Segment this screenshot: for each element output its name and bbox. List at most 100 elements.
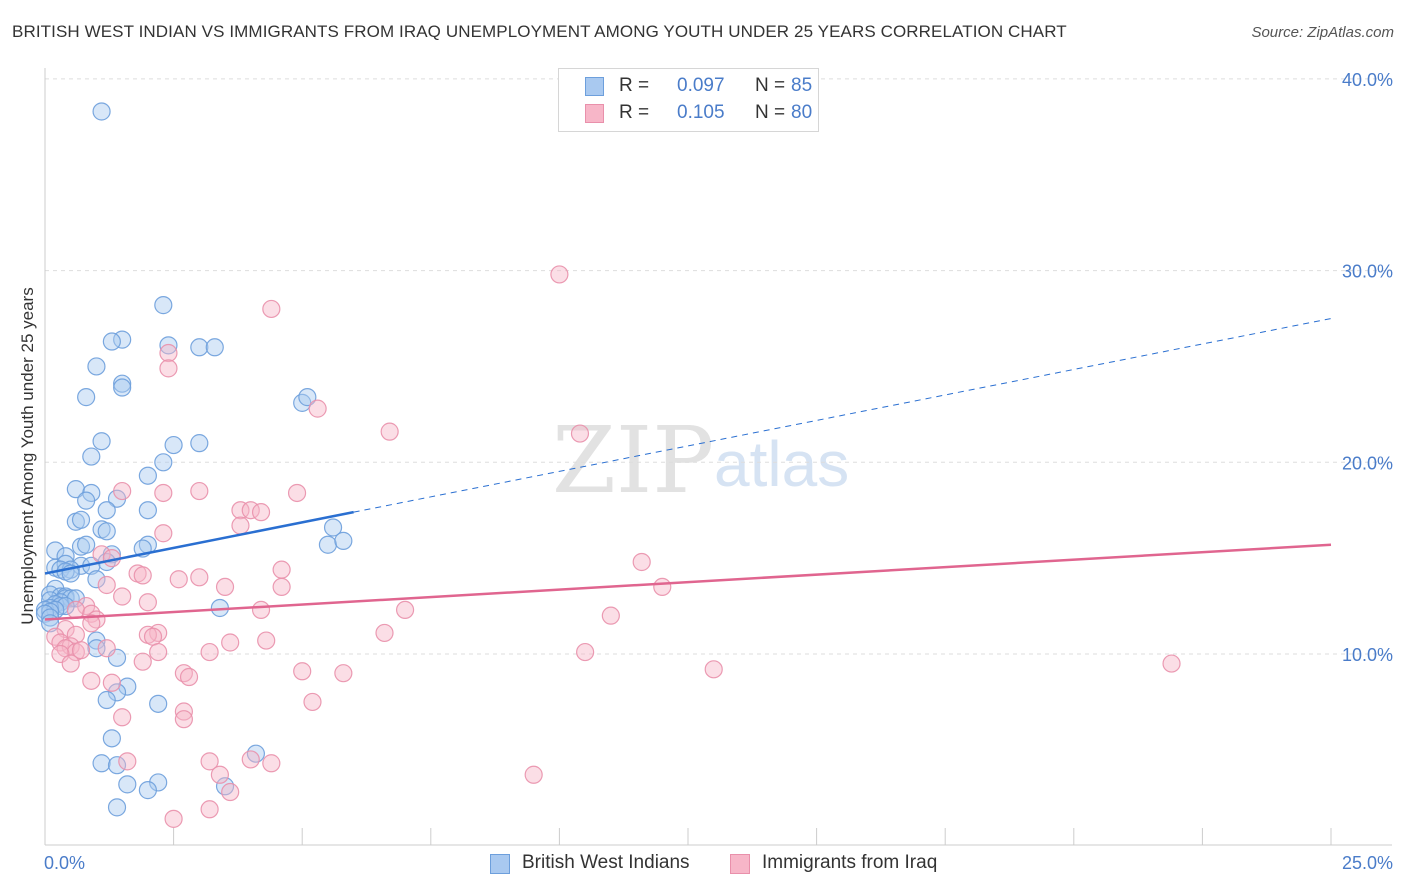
point-immigrants-from-iraq — [97, 639, 116, 658]
point-immigrants-from-iraq — [174, 710, 193, 729]
point-immigrants-from-iraq — [570, 424, 590, 443]
point-immigrants-from-iraq — [293, 662, 312, 681]
point-immigrants-from-iraq — [251, 600, 271, 620]
y-tick-label: 30.0% — [1342, 262, 1393, 282]
point-immigrants-from-iraq — [576, 642, 595, 662]
point-british-west-indians — [159, 336, 178, 355]
point-british-west-indians — [102, 729, 121, 748]
point-immigrants-from-iraq — [61, 654, 80, 673]
point-immigrants-from-iraq — [118, 752, 137, 771]
point-british-west-indians — [87, 570, 106, 589]
trend-line-immigrants-from-iraq — [44, 543, 1332, 621]
point-immigrants-from-iraq — [133, 566, 152, 585]
point-british-west-indians — [138, 466, 157, 485]
point-british-west-indians — [149, 694, 168, 713]
point-british-west-indians — [87, 631, 106, 650]
point-british-west-indians — [82, 447, 101, 466]
point-immigrants-from-iraq — [231, 501, 250, 520]
legend-label-immigrants-from-iraq: Immigrants from Iraq — [762, 852, 938, 873]
watermark-atlas: atlas — [714, 428, 849, 500]
point-immigrants-from-iraq — [257, 631, 276, 650]
point-british-west-indians — [154, 296, 173, 315]
chart-title: BRITISH WEST INDIAN VS IMMIGRANTS FROM I… — [12, 22, 1067, 41]
point-british-west-indians — [71, 510, 91, 529]
point-immigrants-from-iraq — [102, 673, 121, 692]
point-immigrants-from-iraq — [159, 343, 178, 363]
point-immigrants-from-iraq — [149, 642, 168, 662]
point-british-west-indians — [107, 683, 127, 702]
legend-n-value: 80 — [791, 102, 813, 123]
point-british-west-indians — [118, 775, 137, 794]
point-british-west-indians — [87, 357, 106, 376]
point-immigrants-from-iraq — [113, 587, 132, 606]
point-immigrants-from-iraq — [169, 570, 188, 589]
point-immigrants-from-iraq — [82, 614, 101, 633]
y-axis-title: Unemployment Among Youth under 25 years — [18, 287, 37, 624]
pink-swatch — [585, 104, 604, 123]
point-immigrants-from-iraq — [395, 600, 415, 620]
point-british-west-indians — [92, 754, 111, 773]
point-british-west-indians — [92, 432, 111, 451]
point-immigrants-from-iraq — [138, 593, 157, 612]
point-immigrants-from-iraq — [56, 619, 75, 639]
point-immigrants-from-iraq — [272, 560, 291, 579]
point-immigrants-from-iraq — [159, 359, 178, 378]
point-immigrants-from-iraq — [215, 577, 235, 597]
point-immigrants-from-iraq — [262, 299, 281, 319]
point-british-west-indians — [318, 535, 338, 554]
point-immigrants-from-iraq — [524, 765, 543, 784]
point-immigrants-from-iraq — [210, 765, 229, 784]
point-immigrants-from-iraq — [190, 481, 209, 501]
point-british-west-indians — [138, 781, 157, 800]
point-immigrants-from-iraq — [154, 524, 173, 543]
point-immigrants-from-iraq — [601, 606, 620, 625]
point-immigrants-from-iraq — [380, 422, 399, 441]
point-immigrants-from-iraq — [97, 575, 116, 595]
point-british-west-indians — [97, 501, 116, 520]
point-immigrants-from-iraq — [46, 627, 65, 646]
legend-n-label: N = — [755, 102, 786, 123]
point-immigrants-from-iraq — [251, 503, 271, 522]
x-tick-label-min: 0.0% — [44, 853, 85, 873]
gridlines — [45, 78, 1392, 655]
point-immigrants-from-iraq — [174, 702, 193, 721]
point-immigrants-from-iraq — [632, 552, 651, 572]
point-immigrants-from-iraq — [82, 671, 101, 690]
point-british-west-indians — [323, 518, 343, 537]
point-immigrants-from-iraq — [179, 667, 199, 687]
point-immigrants-from-iraq — [190, 568, 209, 587]
point-immigrants-from-iraq — [241, 750, 260, 769]
correlation-legend: R = 0.097 N = 85 R = 0.105 N = 80 — [558, 68, 819, 132]
y-tick-label: 40.0% — [1342, 70, 1393, 90]
point-british-west-indians — [107, 756, 127, 775]
point-british-west-indians — [97, 690, 116, 710]
point-immigrants-from-iraq — [231, 516, 250, 535]
point-british-west-indians — [107, 798, 127, 817]
point-immigrants-from-iraq — [308, 399, 327, 418]
point-immigrants-from-iraq — [303, 692, 322, 712]
point-immigrants-from-iraq — [154, 483, 173, 503]
point-immigrants-from-iraq — [653, 577, 672, 597]
point-british-west-indians — [77, 388, 96, 407]
legend-n-value: 85 — [791, 75, 813, 96]
point-immigrants-from-iraq — [133, 652, 152, 671]
trend-lines — [44, 318, 1332, 621]
point-british-west-indians — [149, 773, 168, 792]
point-immigrants-from-iraq — [334, 664, 353, 683]
y-tick-label: 10.0% — [1342, 645, 1393, 665]
y-tick-label: 20.0% — [1342, 453, 1393, 473]
blue-swatch — [490, 854, 510, 874]
legend-r-label: R = — [619, 102, 650, 123]
point-immigrants-from-iraq — [704, 660, 723, 679]
point-immigrants-from-iraq — [1162, 654, 1181, 673]
legend-r-value: 0.105 — [677, 102, 725, 123]
point-immigrants-from-iraq — [272, 577, 291, 597]
legend-r-label: R = — [619, 75, 650, 96]
pink-swatch — [730, 854, 750, 874]
point-immigrants-from-iraq — [221, 633, 240, 652]
point-british-west-indians — [298, 388, 317, 407]
legend-label-british-west-indians: British West Indians — [522, 852, 690, 873]
point-immigrants-from-iraq — [200, 752, 219, 771]
point-british-west-indians — [77, 535, 96, 554]
